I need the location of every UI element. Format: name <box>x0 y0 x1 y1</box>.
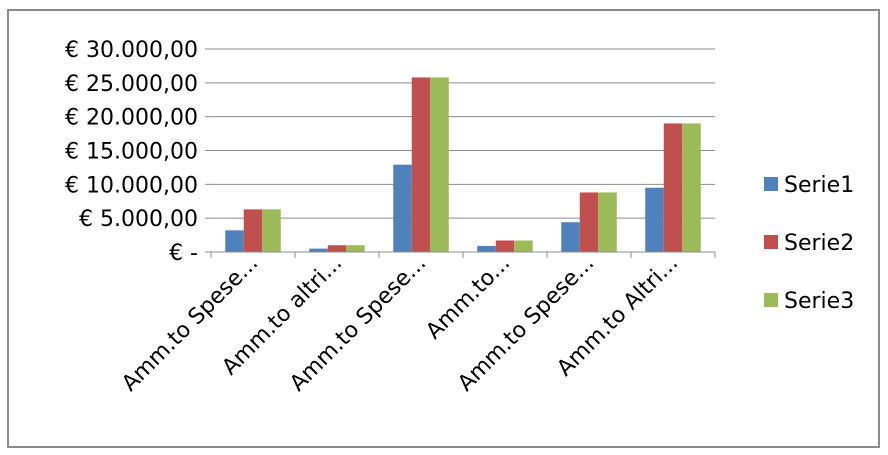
bar-serie1 <box>393 164 412 252</box>
bars <box>225 77 701 252</box>
y-tick-label: € 10.000,00 <box>65 173 198 198</box>
bar-serie3 <box>430 77 449 252</box>
y-tick-label: € 15.000,00 <box>65 140 198 165</box>
bar-serie2 <box>579 192 599 252</box>
bar-serie3 <box>682 123 701 252</box>
bar-serie2 <box>495 240 515 252</box>
bar-serie1 <box>309 248 328 252</box>
legend-swatch-serie3 <box>764 293 778 307</box>
bar-serie1 <box>561 222 580 252</box>
gridlines <box>205 48 715 253</box>
bar-serie2 <box>327 245 347 252</box>
y-axis-tick-labels: € - € 5.000,00 € 10.000,00 € 15.000,00 € 20.… <box>65 38 198 266</box>
bar-serie3 <box>346 245 365 252</box>
bar-serie1 <box>645 187 664 252</box>
x-category-label: Amm.to Spese... <box>117 251 263 397</box>
bar-serie3 <box>514 240 533 252</box>
bar-serie1 <box>225 230 244 252</box>
legend-label: Serie3 <box>784 289 854 314</box>
y-tick-label: € 20.000,00 <box>65 106 198 131</box>
x-axis <box>210 251 716 258</box>
y-tick-label: € - <box>169 241 198 266</box>
y-tick-label: € 25.000,00 <box>65 72 198 97</box>
bar-serie3 <box>262 209 281 252</box>
x-axis-category-labels: Amm.to Spese...Amm.to altri...Amm.to Spe… <box>117 251 683 397</box>
bar-serie2 <box>663 123 683 252</box>
bar-serie1 <box>477 245 496 252</box>
bar-serie2 <box>411 77 431 252</box>
legend: Serie1 Serie2 Serie3 <box>764 173 854 314</box>
y-tick-label: € 30.000,00 <box>65 38 198 63</box>
legend-swatch-serie1 <box>764 177 778 191</box>
bar-serie3 <box>598 192 617 252</box>
legend-label: Serie1 <box>784 173 854 198</box>
y-tick-label: € 5.000,00 <box>79 207 198 232</box>
legend-label: Serie2 <box>784 231 854 256</box>
bar-serie2 <box>243 209 263 252</box>
legend-swatch-serie2 <box>764 235 778 249</box>
